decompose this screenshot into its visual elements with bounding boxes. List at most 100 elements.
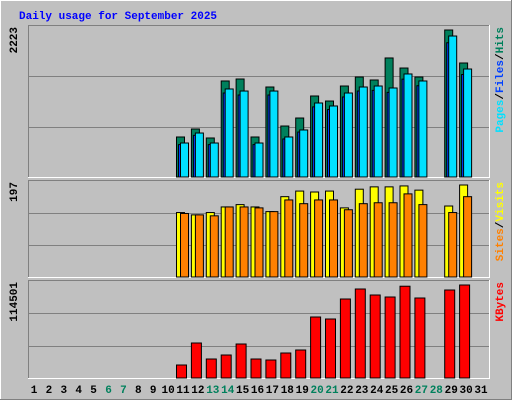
x-tick-label: 7 bbox=[120, 385, 127, 397]
legend-entry: Pages bbox=[495, 100, 507, 133]
bar bbox=[194, 132, 204, 178]
x-tick-label: 19 bbox=[296, 385, 309, 397]
bar bbox=[224, 206, 234, 278]
bar bbox=[209, 215, 219, 278]
x-tick-label: 18 bbox=[281, 385, 295, 397]
bar bbox=[384, 296, 396, 379]
bar bbox=[329, 199, 338, 278]
x-tick-label: 26 bbox=[400, 385, 413, 397]
legend-entry: Hits bbox=[495, 27, 507, 53]
bar bbox=[329, 105, 338, 178]
bar bbox=[463, 196, 473, 278]
bar bbox=[239, 90, 249, 178]
bar bbox=[254, 142, 264, 178]
bar bbox=[205, 358, 217, 379]
y-tick-label: 2223 bbox=[9, 27, 21, 54]
legend: Sites/Visits bbox=[495, 182, 507, 261]
bar bbox=[220, 354, 232, 379]
x-tick-label: 27 bbox=[415, 385, 428, 397]
x-tick-label: 23 bbox=[355, 385, 369, 397]
bar bbox=[448, 212, 458, 278]
bar bbox=[418, 204, 428, 278]
x-tick-label: 4 bbox=[75, 385, 82, 397]
bar bbox=[284, 136, 294, 178]
bar bbox=[180, 142, 189, 178]
bar bbox=[403, 193, 413, 278]
chart-title: Daily usage for September 2025 bbox=[19, 11, 217, 23]
bar bbox=[339, 298, 351, 379]
bar bbox=[235, 343, 247, 379]
bar bbox=[265, 359, 277, 379]
x-tick-label: 22 bbox=[340, 385, 353, 397]
legend-entry: Files bbox=[495, 60, 507, 93]
legend-separator: / bbox=[495, 53, 507, 60]
bar bbox=[414, 297, 426, 379]
x-tick-label: 14 bbox=[221, 385, 235, 397]
bar bbox=[369, 294, 381, 379]
bar bbox=[250, 358, 262, 379]
x-tick-label: 13 bbox=[206, 385, 220, 397]
legend-entry: Sites bbox=[495, 228, 507, 261]
x-tick-label: 15 bbox=[236, 385, 250, 397]
bar bbox=[224, 88, 234, 178]
bar bbox=[284, 199, 294, 278]
x-tick-label: 30 bbox=[459, 385, 472, 397]
bar bbox=[403, 73, 413, 178]
legend-entry: KBytes bbox=[495, 282, 507, 322]
x-tick-label: 17 bbox=[266, 385, 279, 397]
bar bbox=[299, 203, 309, 278]
bar bbox=[399, 285, 411, 379]
bar bbox=[194, 214, 204, 278]
bar bbox=[354, 288, 366, 379]
bar bbox=[463, 68, 473, 178]
bar bbox=[310, 316, 322, 379]
bar bbox=[239, 206, 249, 278]
x-tick-label: 6 bbox=[105, 385, 112, 397]
bar bbox=[388, 87, 398, 178]
legend-separator: / bbox=[495, 93, 507, 100]
bar bbox=[388, 202, 398, 278]
x-tick-label: 28 bbox=[430, 385, 444, 397]
bar bbox=[190, 342, 202, 379]
bar bbox=[448, 35, 458, 178]
legend-separator: / bbox=[495, 221, 507, 228]
bar bbox=[373, 85, 383, 178]
bar bbox=[358, 203, 368, 278]
bar bbox=[459, 284, 471, 379]
bar bbox=[418, 80, 428, 178]
bar bbox=[176, 364, 187, 379]
x-tick-label: 12 bbox=[191, 385, 204, 397]
legend-entry: Visits bbox=[495, 182, 507, 222]
bar bbox=[254, 207, 264, 278]
x-tick-label: 1 bbox=[31, 385, 38, 397]
bar bbox=[444, 289, 456, 379]
x-tick-label: 9 bbox=[150, 385, 157, 397]
x-tick-label: 21 bbox=[325, 385, 339, 397]
y-tick-label: 197 bbox=[9, 182, 21, 202]
x-tick-label: 10 bbox=[161, 385, 174, 397]
x-tick-label: 8 bbox=[135, 385, 142, 397]
bar bbox=[295, 349, 307, 379]
bar bbox=[209, 142, 219, 178]
bar bbox=[314, 199, 324, 278]
bar bbox=[180, 212, 189, 278]
legend: Pages/Files/Hits bbox=[495, 27, 507, 133]
bar bbox=[299, 129, 309, 178]
bar bbox=[314, 102, 324, 178]
bar bbox=[325, 318, 336, 379]
x-tick-label: 5 bbox=[90, 385, 97, 397]
x-tick-label: 29 bbox=[445, 385, 458, 397]
bar bbox=[343, 209, 353, 278]
x-tick-label: 31 bbox=[474, 385, 488, 397]
bar bbox=[269, 90, 279, 178]
x-tick-label: 24 bbox=[370, 385, 384, 397]
x-tick-label: 20 bbox=[310, 385, 323, 397]
x-tick-label: 16 bbox=[251, 385, 264, 397]
x-tick-label: 3 bbox=[60, 385, 67, 397]
bar bbox=[280, 352, 292, 379]
legend: KBytes bbox=[495, 282, 507, 322]
bar bbox=[269, 211, 279, 278]
bar bbox=[343, 92, 353, 178]
bar bbox=[373, 202, 383, 278]
